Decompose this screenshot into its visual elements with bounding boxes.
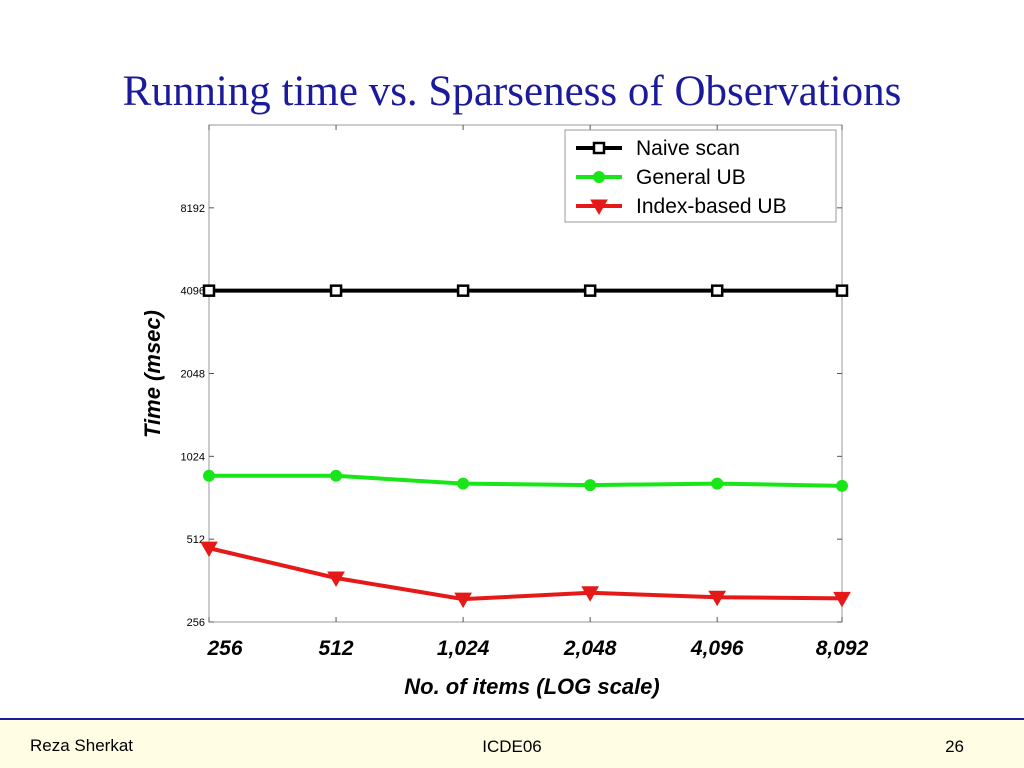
y-tick-label: 512	[187, 534, 205, 546]
series-lines	[208, 288, 843, 602]
data-point-general-ub	[836, 479, 848, 492]
legend-label-index-based-ub: Index-based UB	[636, 195, 787, 218]
y-axis-label: Time (msec)	[140, 310, 165, 438]
data-point-naive-scan	[835, 284, 849, 297]
footer-page-number: 26	[945, 737, 964, 756]
series-markers	[200, 284, 851, 609]
x-tick-label: 1,024	[437, 637, 490, 660]
data-point-index-based-ub	[327, 571, 345, 587]
x-tick-label: 256	[206, 637, 242, 660]
running-time-chart: 256 512 1024 2048 4096 8192 256 512 1,024 2,048 4…	[140, 124, 869, 699]
x-axis-label: No. of items (LOG scale)	[404, 674, 660, 699]
data-point-index-based-ub	[581, 586, 600, 602]
legend-marker-naive-scan	[592, 141, 606, 155]
data-point-general-ub	[203, 469, 215, 482]
data-point-index-based-ub	[708, 590, 727, 607]
data-point-general-ub	[711, 477, 724, 490]
y-tick-label: 4096	[181, 286, 205, 298]
y-tick-label: 8192	[181, 203, 205, 215]
legend-label-general-ub: General UB	[636, 166, 746, 189]
data-point-general-ub	[457, 477, 470, 490]
data-point-index-based-ub	[454, 592, 472, 609]
footer: Reza Sherkat ICDE06 26	[0, 718, 1024, 768]
legend-marker-general-ub	[593, 171, 605, 183]
data-point-naive-scan	[583, 284, 597, 297]
footer-venue: ICDE06	[482, 737, 542, 756]
data-point-general-ub	[584, 479, 597, 492]
data-point-index-based-ub	[833, 591, 851, 608]
slide-title: Running time vs. Sparseness of Observati…	[122, 68, 902, 115]
legend-label-naive-scan: Naive scan	[636, 137, 740, 160]
y-tick-label: 256	[187, 617, 205, 629]
x-tick-label: 4,096	[690, 637, 744, 660]
series-line-general-ub	[209, 473, 843, 488]
data-point-naive-scan	[710, 284, 724, 297]
data-point-general-ub	[330, 469, 343, 482]
y-tick-label: 2048	[181, 369, 205, 381]
data-point-naive-scan	[456, 284, 470, 297]
data-point-index-based-ub	[200, 541, 218, 558]
legend: Naive scan General UB Index-based UB	[564, 129, 837, 223]
footer-author: Reza Sherkat	[30, 736, 133, 755]
x-tick-label: 2,048	[563, 637, 617, 660]
data-point-naive-scan	[329, 284, 343, 297]
series-line-index-based-ub	[208, 546, 843, 602]
x-tick-label: 512	[319, 637, 354, 660]
y-tick-label: 1024	[181, 451, 205, 463]
legend-marker-index-based-ub	[590, 199, 608, 216]
x-tick-label: 8,092	[816, 637, 869, 660]
data-point-naive-scan	[202, 284, 216, 297]
x-axis-ticks: 256 512 1,024 2,048 4,096 8,092	[206, 125, 869, 660]
